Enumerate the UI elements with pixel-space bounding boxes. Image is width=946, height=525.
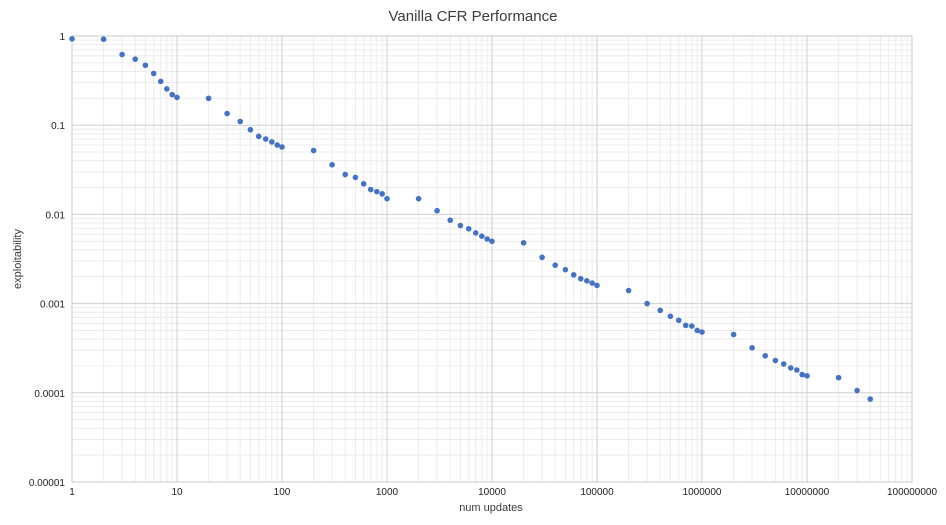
x-tick-label: 1000 xyxy=(376,487,399,498)
x-tick-label: 100 xyxy=(274,487,291,498)
data-point xyxy=(472,230,479,236)
data-point xyxy=(100,36,107,43)
data-point xyxy=(119,51,125,58)
data-point xyxy=(682,322,689,329)
data-point xyxy=(772,357,779,364)
data-point xyxy=(749,344,755,351)
data-point xyxy=(570,272,577,278)
data-point xyxy=(667,313,674,320)
data-point xyxy=(269,139,275,145)
data-point xyxy=(205,95,212,102)
plot-area xyxy=(71,35,913,483)
data-point xyxy=(644,300,650,307)
data-point xyxy=(484,236,490,242)
data-point xyxy=(675,317,682,324)
y-tick-label: 1 xyxy=(59,32,65,43)
data-point xyxy=(237,118,244,125)
data-point xyxy=(562,266,569,273)
data-point xyxy=(69,36,75,42)
data-point xyxy=(150,70,157,77)
data-point xyxy=(689,323,695,329)
data-point xyxy=(262,136,269,142)
y-tick-label: 0.00001 xyxy=(29,478,66,489)
data-point xyxy=(657,307,664,314)
data-point xyxy=(352,174,359,181)
data-point xyxy=(434,207,440,214)
x-tick-label: 1000000 xyxy=(683,487,722,498)
y-tick-labels: 1 0.1 0.01 0.001 0.0001 0.00001 xyxy=(29,32,66,489)
data-point xyxy=(867,396,874,402)
x-tick-label: 10000 xyxy=(478,487,506,498)
x-tick-label: 1 xyxy=(69,487,75,498)
data-point xyxy=(552,262,559,268)
data-point xyxy=(520,240,527,246)
data-point xyxy=(835,374,842,381)
data-point xyxy=(415,195,422,202)
data-point xyxy=(694,327,700,334)
data-point xyxy=(132,56,139,62)
data-point xyxy=(589,280,595,286)
data-point xyxy=(274,142,280,148)
data-point xyxy=(224,110,230,117)
y-tick-label: 0.01 xyxy=(46,210,66,221)
data-point xyxy=(142,62,149,69)
y-tick-label: 0.001 xyxy=(40,300,65,311)
data-point xyxy=(169,91,175,98)
data-point xyxy=(360,181,367,187)
y-tick-label: 0.0001 xyxy=(34,389,65,400)
data-point xyxy=(374,188,380,195)
data-point xyxy=(804,373,810,379)
data-point xyxy=(479,233,485,239)
data-point xyxy=(384,195,390,202)
data-point xyxy=(625,287,632,294)
x-tick-label: 100000000 xyxy=(887,487,937,498)
data-point xyxy=(730,331,737,338)
data-point xyxy=(577,275,584,282)
data-point xyxy=(164,86,170,92)
x-tick-label: 100000 xyxy=(580,487,614,498)
data-point xyxy=(367,186,374,193)
data-point xyxy=(157,78,164,85)
data-point xyxy=(780,361,787,367)
data-point xyxy=(447,217,454,224)
data-point xyxy=(854,387,860,394)
data-point xyxy=(255,133,262,140)
x-tick-label: 10000000 xyxy=(785,487,830,498)
data-point xyxy=(379,191,385,197)
data-point xyxy=(584,278,590,284)
x-axis-label: num updates xyxy=(459,502,523,514)
data-point xyxy=(799,371,805,378)
data-point xyxy=(342,171,349,178)
data-point xyxy=(787,365,794,371)
data-point xyxy=(457,222,464,229)
data-point xyxy=(247,126,254,133)
data-point xyxy=(329,161,335,168)
data-point xyxy=(762,352,769,359)
data-point xyxy=(174,94,180,101)
data-point xyxy=(699,329,705,335)
major-gridlines xyxy=(71,35,913,483)
data-point xyxy=(465,225,472,232)
y-axis-label: exploitability xyxy=(12,229,24,289)
x-tick-labels: 1 10 100 1000 10000 100000 1000000 10000000 1000… xyxy=(69,487,937,498)
chart-title: Vanilla CFR Performance xyxy=(389,8,558,25)
data-point xyxy=(279,144,285,150)
x-tick-label: 10 xyxy=(171,487,183,498)
data-point xyxy=(489,238,495,245)
data-point xyxy=(539,254,545,261)
data-point xyxy=(794,367,800,373)
data-points xyxy=(69,36,874,402)
y-tick-label: 0.1 xyxy=(51,121,65,132)
data-point xyxy=(310,147,317,154)
data-point xyxy=(594,282,600,289)
